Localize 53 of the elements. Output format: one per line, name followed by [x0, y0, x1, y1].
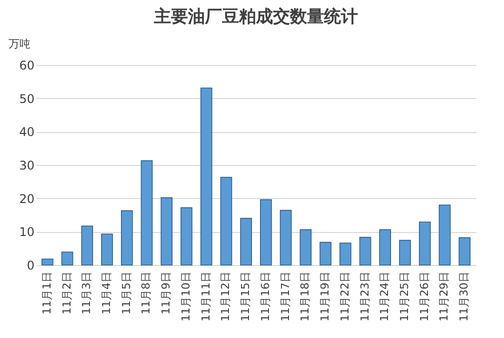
bar: [359, 236, 372, 266]
x-tick-label: 11月1日: [40, 272, 54, 314]
bar: [81, 226, 94, 266]
bar: [220, 176, 232, 266]
y-tick-label: 60: [19, 58, 34, 72]
x-tick-label: 11月5日: [120, 272, 133, 314]
x-tick-label: 11月26日: [418, 272, 431, 322]
y-tick-label: 30: [19, 158, 34, 172]
x-tick-label: 11月19日: [318, 272, 332, 322]
x-tick-label: 11月2日: [60, 272, 74, 314]
y-tick-label: 0: [26, 258, 34, 272]
bar: [458, 237, 470, 266]
bar: [42, 258, 54, 266]
x-tick-label: 11月15日: [239, 272, 252, 322]
x-tick-label: 11月11日: [199, 272, 212, 322]
bar: [280, 210, 292, 266]
x-tick-label: 11月22日: [338, 272, 352, 322]
bar: [320, 242, 332, 266]
x-tick-label: 11月29日: [438, 272, 451, 322]
bar: [300, 229, 312, 266]
x-tick-label: 11月17日: [278, 272, 292, 322]
x-tick-label: 11月18日: [298, 272, 312, 322]
y-tick-label: 10: [19, 225, 34, 240]
bar: [399, 240, 411, 266]
x-tick-label: 11月30日: [458, 272, 471, 322]
x-tick-label: 11月25日: [398, 272, 411, 322]
x-tick-label: 11月10日: [179, 272, 192, 322]
x-tick-label: 11月23日: [358, 272, 372, 322]
x-tick-label: 11月12日: [219, 272, 232, 322]
bar: [120, 210, 133, 266]
x-tick-label: 11月8日: [140, 272, 153, 314]
bar: [101, 234, 113, 266]
bar: [200, 88, 212, 266]
y-tick-label: 20: [19, 192, 34, 206]
y-tick-label: 50: [19, 92, 34, 106]
bar: [160, 197, 173, 266]
bar: [339, 242, 352, 266]
y-axis-title: 万吨: [8, 38, 30, 50]
bar: [140, 160, 153, 266]
x-tick-label: 11月24日: [378, 272, 392, 322]
bar: [418, 222, 431, 266]
x-tick-label: 11月9日: [160, 272, 173, 314]
y-tick-label: 40: [19, 125, 34, 140]
x-tick-label: 11月16日: [258, 272, 272, 322]
bar: [379, 229, 392, 266]
bar: [438, 204, 451, 266]
chart-title: 主要油厂豆粕成交数量统计: [153, 7, 358, 27]
x-tick-label: 11月4日: [100, 272, 114, 314]
bar: [260, 199, 272, 266]
x-tick-label: 11月3日: [80, 272, 94, 314]
bar: [180, 207, 192, 266]
bar: [61, 252, 74, 266]
bar: [240, 218, 252, 266]
